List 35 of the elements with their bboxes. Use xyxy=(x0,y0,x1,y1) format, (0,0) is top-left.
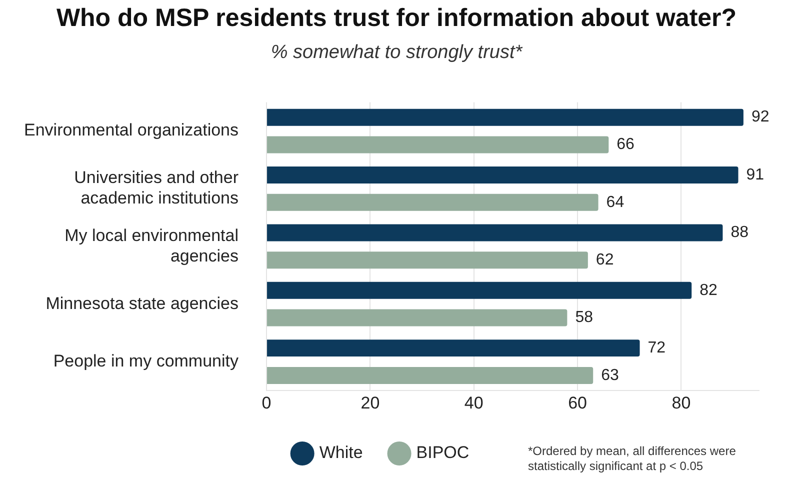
y-tick-label: Minnesota state agencies xyxy=(46,294,239,313)
chart-subtitle: % somewhat to strongly trust* xyxy=(270,42,524,64)
bar xyxy=(267,136,609,154)
bar xyxy=(267,194,598,211)
y-tick-label: People in my community xyxy=(53,351,240,370)
data-label: 91 xyxy=(746,166,764,184)
x-tick-label: 80 xyxy=(672,393,691,412)
bar xyxy=(267,108,744,126)
bar xyxy=(267,166,738,184)
bar xyxy=(267,340,640,357)
y-tick-label: My local environmental agencies xyxy=(64,226,239,266)
x-tick-label: 0 xyxy=(262,393,272,412)
data-label: 64 xyxy=(606,194,624,211)
data-label: 92 xyxy=(751,108,770,126)
x-tick-label: 20 xyxy=(360,393,380,412)
data-label: 82 xyxy=(700,282,718,299)
bar xyxy=(267,252,588,269)
text: *Ordered by mean, all differences were statistically significant at p < 0.05 xyxy=(528,444,737,474)
x-tick-label: 60 xyxy=(568,393,588,412)
chart-title: Who do MSP residents trust for information about water? xyxy=(55,4,738,33)
data-label: 72 xyxy=(648,339,666,356)
data-label: 63 xyxy=(601,366,620,384)
y-tick-label: Environmental organizations xyxy=(24,120,239,140)
data-label: 88 xyxy=(730,224,749,242)
x-tick-label: 40 xyxy=(464,393,484,412)
bar xyxy=(267,224,723,242)
legend-label: BIPOC xyxy=(416,443,470,462)
bar xyxy=(267,282,692,299)
legend-label: White xyxy=(319,443,363,462)
bar xyxy=(267,366,594,384)
data-label: 58 xyxy=(575,309,594,326)
bar xyxy=(267,309,568,326)
data-label: 62 xyxy=(596,252,614,269)
data-label: 66 xyxy=(616,136,635,154)
y-tick-label: Universities and other academic institutions xyxy=(74,168,239,208)
